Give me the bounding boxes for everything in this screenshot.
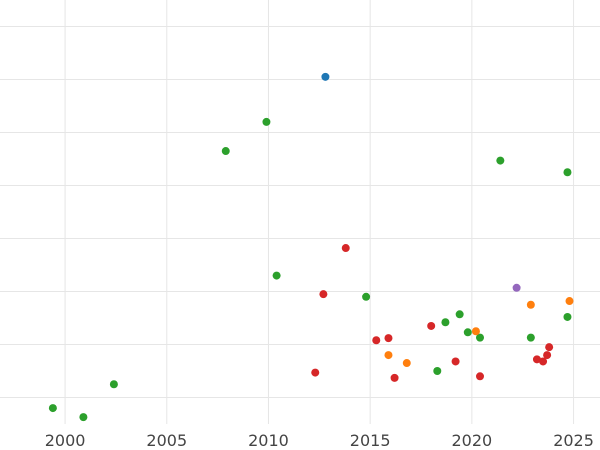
data-point-green <box>441 318 450 327</box>
data-point-green <box>433 367 442 375</box>
data-point-green <box>221 147 230 156</box>
data-point-green <box>362 292 371 301</box>
data-point-green <box>48 404 57 413</box>
data-point-orange <box>402 359 411 368</box>
data-point-red <box>545 343 554 352</box>
data-points <box>48 72 574 422</box>
data-point-orange <box>384 351 393 360</box>
data-point-green <box>526 333 535 342</box>
data-point-red <box>390 373 399 382</box>
x-tick-label: 2010 <box>248 431 289 450</box>
data-point-blue <box>321 72 330 81</box>
x-axis-tick-labels: 2000 2005 2010 2015 2020 2025 <box>45 431 594 450</box>
data-point-orange <box>471 327 480 336</box>
data-point-red <box>311 368 320 377</box>
data-point-orange <box>526 300 535 309</box>
data-point-red <box>539 357 548 366</box>
data-point-orange <box>565 297 574 306</box>
data-point-green <box>109 380 118 389</box>
data-point-green <box>463 328 472 337</box>
data-point-red <box>319 290 328 299</box>
x-tick-label: 2025 <box>553 431 594 450</box>
data-point-green <box>496 156 505 165</box>
data-point-red <box>384 334 393 343</box>
x-tick-label: 2000 <box>45 431 86 450</box>
data-point-red <box>451 357 460 366</box>
data-point-green <box>476 333 484 342</box>
data-point-red <box>372 336 381 345</box>
gridlines <box>0 0 600 424</box>
x-tick-label: 2020 <box>452 431 493 450</box>
data-point-red <box>543 351 552 360</box>
data-point-green <box>272 271 281 280</box>
data-point-red <box>476 372 484 381</box>
data-point-green <box>563 312 572 321</box>
x-tick-label: 2015 <box>350 431 391 450</box>
data-point-green <box>455 310 464 319</box>
data-point-purple <box>512 283 521 292</box>
data-point-green <box>262 117 271 126</box>
data-point-green <box>563 168 572 177</box>
data-point-red <box>427 321 436 330</box>
data-point-red <box>532 355 541 364</box>
data-point-green <box>79 413 88 422</box>
data-point-red <box>341 244 350 253</box>
x-tick-label: 2005 <box>146 431 187 450</box>
